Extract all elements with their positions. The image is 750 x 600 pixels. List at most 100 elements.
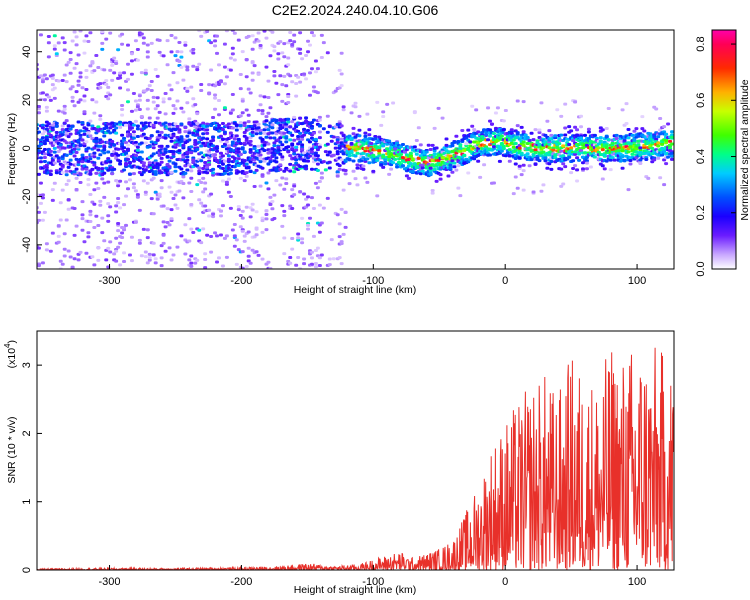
spectrogram-cell (569, 129, 574, 133)
spectrogram-cell (355, 163, 360, 167)
spectrogram-cell (521, 188, 526, 192)
spectrogram-cell (42, 159, 47, 163)
spectrogram-cell (248, 150, 253, 154)
spectrogram-cell (501, 128, 506, 132)
spectrogram-cell (222, 106, 227, 110)
spectrogram-cell (258, 131, 263, 135)
spectrogram-cell (300, 147, 305, 151)
spectrogram-cell (213, 231, 218, 235)
spectrogram-cell (288, 39, 293, 43)
spectrogram-cell (638, 146, 643, 150)
spectrogram-cell (278, 40, 283, 44)
spectrogram-cell (217, 256, 221, 260)
spectrogram-cell (254, 120, 259, 124)
spectrogram-cell (341, 188, 346, 192)
spectrogram-cell (179, 135, 184, 139)
spectrogram-cell (100, 231, 105, 235)
spectrogram-cell (201, 166, 206, 170)
spectrogram-cell (118, 86, 123, 90)
spectrogram-cell (290, 43, 295, 47)
spectrogram-cell (56, 240, 61, 244)
spectrogram-cell (365, 157, 370, 161)
spectrogram-cell (226, 144, 231, 148)
spectrogram-cell (418, 172, 423, 176)
spectrogram-cell (145, 228, 150, 232)
spectrogram-cell (139, 157, 144, 161)
spectrogram-cell (588, 165, 593, 169)
spectrogram-cell (294, 82, 299, 86)
spectrogram-cell (68, 132, 73, 136)
spectrogram-cell (561, 154, 566, 158)
spectrogram-cell (652, 134, 657, 138)
spectrogram-cell (668, 139, 673, 143)
spectrogram-cell (636, 143, 641, 147)
spectrogram-cell (226, 190, 231, 194)
spectrogram-cell (238, 152, 243, 156)
spectrogram-cell (274, 132, 279, 136)
spectrogram-cell (264, 228, 269, 232)
spectrogram-cell (547, 162, 552, 166)
spectrogram-cell (116, 221, 121, 225)
spectrogram-cell (205, 137, 210, 141)
spectrogram-cell (660, 142, 665, 146)
spectrogram-cell (129, 109, 134, 113)
spectrogram-cell (365, 112, 370, 116)
spectrogram-cell (66, 198, 71, 202)
spectrogram-cell (169, 33, 174, 37)
spectrogram-cell (145, 55, 150, 59)
spectrogram-cell (66, 124, 71, 128)
spectrogram-cell (242, 179, 247, 183)
spectrogram-x-ticks: -300 -200 -100 0 100 (99, 264, 646, 287)
spectrogram-cell (620, 155, 625, 159)
spectrogram-cell (131, 172, 136, 176)
spectrogram-cell (624, 122, 629, 126)
spectrogram-cell (92, 263, 97, 267)
spectrogram-cell (397, 148, 402, 152)
spectrogram-cell (143, 190, 148, 194)
spectrogram-cell (600, 128, 605, 132)
spectrogram-cell (38, 156, 43, 160)
spectrogram-cell (262, 148, 267, 152)
spectrogram-cell (230, 93, 235, 97)
spectrogram-cell (428, 166, 433, 170)
spectrogram-cell (333, 89, 338, 93)
spectrogram-cell (106, 219, 111, 223)
spectrogram-cell (288, 261, 293, 265)
spectrogram-cell (406, 176, 411, 180)
spectrogram-cell (116, 245, 121, 249)
spectrogram-cell (98, 153, 103, 157)
spectrogram-cell (84, 87, 89, 91)
spectrogram-cell (331, 135, 336, 139)
spectrogram-cell (173, 54, 178, 58)
spectrogram-cell (129, 259, 134, 263)
spectrogram-cell (311, 118, 316, 122)
spectrogram-cell (42, 152, 47, 156)
spectrogram-cell (114, 249, 119, 253)
spectrogram-cell (323, 150, 328, 154)
spectrogram-cell (62, 48, 67, 52)
spectrogram-cell (163, 136, 168, 140)
spectrogram-cell (244, 108, 249, 112)
spectrogram-cell (272, 153, 277, 157)
spectrogram-cell (211, 171, 216, 175)
spectrogram-cell (116, 153, 121, 157)
spectrogram-cell (52, 181, 57, 185)
spectrogram-cell (268, 136, 273, 140)
spectrogram-cell (264, 125, 269, 129)
spectrogram-cell (100, 30, 105, 33)
spectrogram-cell (104, 82, 109, 86)
spectrogram-cell (454, 134, 459, 138)
spectrogram-cell (521, 140, 526, 144)
spectrogram-cell (432, 126, 437, 130)
spectrogram-cell (466, 171, 471, 175)
snr-x-tick-label: -300 (99, 576, 121, 588)
spectrogram-cell (197, 30, 202, 33)
spectrogram-cell (575, 168, 580, 172)
spectrogram-cell (341, 108, 346, 112)
spectrogram-cell (414, 138, 419, 142)
spectrogram-cell (191, 158, 196, 162)
spectrogram-cell (124, 223, 129, 227)
spectrogram-cell (76, 79, 81, 83)
spectrogram-cell (284, 125, 289, 129)
spectrogram-cell (276, 93, 281, 97)
